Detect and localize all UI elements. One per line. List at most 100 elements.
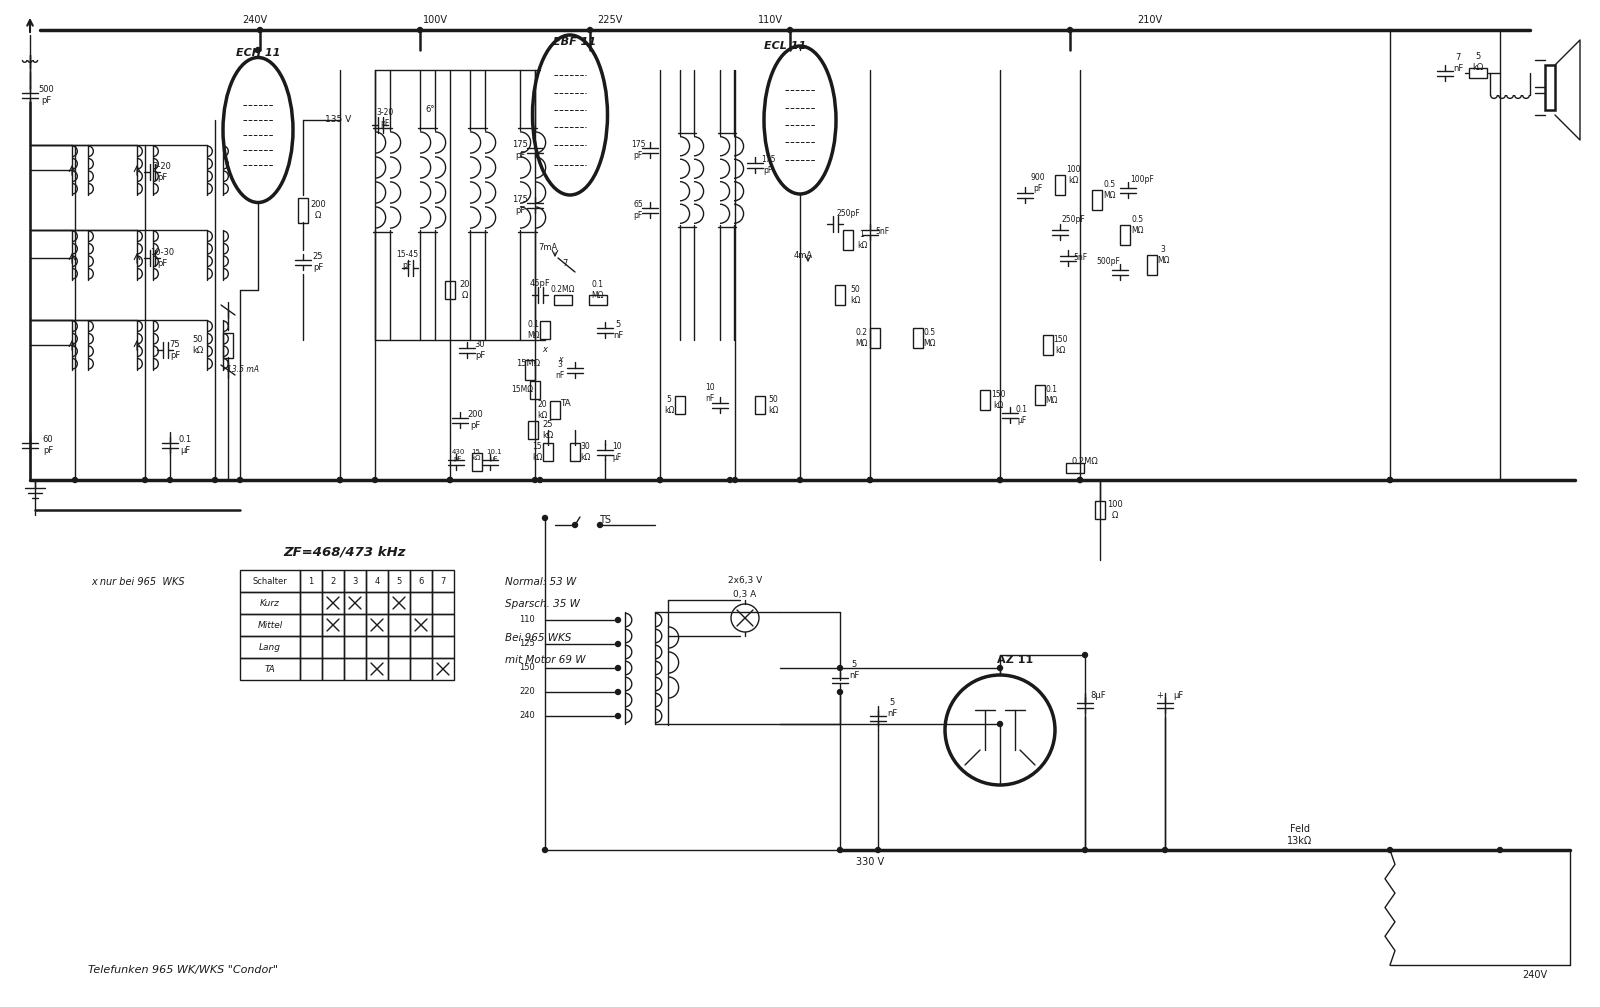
Text: 5
kΩ: 5 kΩ: [664, 396, 674, 415]
Bar: [387, 570, 410, 592]
Bar: [525, 359, 534, 380]
Circle shape: [616, 641, 621, 646]
Bar: [344, 658, 366, 680]
Text: 100
Ω: 100 Ω: [1107, 500, 1123, 520]
Text: 15
kΩ: 15 kΩ: [531, 442, 542, 461]
Text: 200
Ω: 200 Ω: [310, 200, 326, 220]
Bar: [410, 592, 432, 614]
Bar: [344, 592, 366, 614]
Circle shape: [787, 27, 792, 32]
Text: 13.5 mA: 13.5 mA: [227, 366, 259, 375]
Bar: [298, 197, 307, 223]
Circle shape: [658, 477, 662, 482]
Text: 15MΩ: 15MΩ: [515, 358, 541, 368]
Text: 330 V: 330 V: [856, 857, 885, 867]
Text: 240: 240: [520, 712, 534, 720]
Text: x: x: [558, 355, 562, 365]
Circle shape: [418, 27, 422, 32]
Text: 500pF: 500pF: [1096, 258, 1120, 267]
Text: 4: 4: [374, 576, 379, 585]
Bar: [240, 592, 301, 614]
Text: 100V: 100V: [422, 15, 448, 25]
Text: 20
Ω: 20 Ω: [459, 280, 470, 300]
Bar: [410, 636, 432, 658]
Text: 0.1
MΩ: 0.1 MΩ: [526, 320, 539, 339]
Text: 175
pF: 175 pF: [512, 140, 528, 160]
Text: AZ 11: AZ 11: [997, 655, 1034, 665]
Text: Mittel: Mittel: [258, 620, 283, 629]
Text: 135 V: 135 V: [325, 116, 350, 125]
Bar: [322, 570, 344, 592]
Text: 0.5
MΩ: 0.5 MΩ: [923, 328, 936, 347]
Text: 30
kΩ: 30 kΩ: [579, 442, 590, 461]
Text: 20
kΩ: 20 kΩ: [538, 401, 547, 420]
Text: 15
kΩ: 15 kΩ: [472, 448, 480, 461]
Text: ECH 11: ECH 11: [235, 48, 280, 58]
Bar: [387, 614, 410, 636]
Text: 15-45
pF: 15-45 pF: [395, 251, 418, 270]
Bar: [1091, 190, 1102, 210]
Text: 45pF: 45pF: [530, 279, 550, 288]
Bar: [387, 592, 410, 614]
Text: 60
pF: 60 pF: [43, 435, 53, 455]
Text: 0.1
MΩ: 0.1 MΩ: [1046, 386, 1058, 405]
Text: 50
kΩ: 50 kΩ: [192, 335, 203, 354]
Circle shape: [542, 848, 547, 853]
Text: Kurz: Kurz: [261, 598, 280, 607]
Text: 2: 2: [330, 576, 336, 585]
Circle shape: [168, 477, 173, 482]
Bar: [541, 321, 550, 339]
Text: 500
pF: 500 pF: [38, 86, 54, 105]
Text: ECL 11: ECL 11: [763, 41, 806, 51]
Text: ZF=468/473 kHz: ZF=468/473 kHz: [283, 546, 406, 559]
Text: 210V: 210V: [1138, 15, 1163, 25]
Text: 0.2
MΩ: 0.2 MΩ: [856, 328, 869, 347]
Circle shape: [258, 27, 262, 32]
Text: 5
nF: 5 nF: [613, 320, 622, 339]
Circle shape: [997, 721, 1003, 726]
Text: 175
pF: 175 pF: [630, 140, 645, 160]
Text: 5: 5: [397, 576, 402, 585]
Bar: [387, 658, 410, 680]
Text: 125: 125: [520, 639, 534, 649]
Bar: [240, 636, 301, 658]
Text: 220: 220: [520, 688, 534, 697]
Circle shape: [1083, 848, 1088, 853]
Text: 25
pF: 25 pF: [312, 253, 323, 272]
Text: TA: TA: [264, 665, 275, 674]
Text: 7
nF: 7 nF: [1453, 53, 1462, 73]
Bar: [550, 401, 560, 419]
Bar: [432, 570, 454, 592]
Bar: [870, 328, 880, 348]
Bar: [432, 592, 454, 614]
Text: 100pF: 100pF: [1130, 175, 1154, 184]
Text: 50
kΩ: 50 kΩ: [850, 285, 861, 305]
Text: 7: 7: [562, 259, 568, 268]
Text: 15MΩ: 15MΩ: [510, 386, 533, 395]
Circle shape: [797, 477, 803, 482]
Text: 240V: 240V: [1523, 970, 1547, 980]
Bar: [755, 396, 765, 414]
Text: Bei 965 WKS: Bei 965 WKS: [506, 633, 571, 643]
Bar: [843, 230, 853, 250]
Text: 0.1
µF: 0.1 µF: [1016, 405, 1027, 425]
Bar: [1094, 501, 1106, 519]
Text: 3
MΩ: 3 MΩ: [1157, 246, 1170, 265]
Circle shape: [1067, 27, 1072, 32]
Circle shape: [338, 477, 342, 482]
Circle shape: [733, 477, 738, 482]
Text: Feld
13kΩ: Feld 13kΩ: [1288, 824, 1312, 846]
Bar: [432, 614, 454, 636]
Bar: [432, 636, 454, 658]
Text: 175
pF: 175 pF: [512, 195, 528, 214]
Bar: [570, 443, 579, 461]
Bar: [589, 295, 606, 305]
Bar: [1054, 175, 1066, 195]
Bar: [301, 614, 322, 636]
Bar: [1066, 463, 1085, 473]
Circle shape: [616, 690, 621, 695]
Bar: [530, 381, 541, 399]
Bar: [835, 285, 845, 305]
Circle shape: [616, 617, 621, 622]
Circle shape: [542, 516, 547, 521]
